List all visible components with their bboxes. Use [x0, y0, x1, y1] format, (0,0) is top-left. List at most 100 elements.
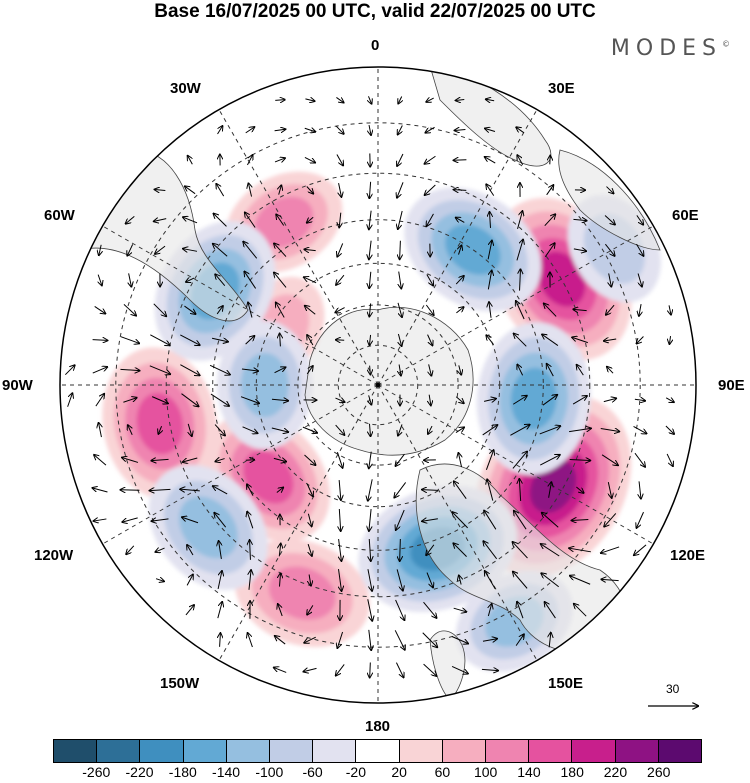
wind-arrow — [127, 244, 134, 255]
wind-arrow — [309, 574, 311, 585]
lon-label-120e: 120E — [670, 547, 706, 564]
wind-arrow — [209, 364, 230, 374]
colorbar-tick: -260 — [82, 764, 111, 780]
wind-arrow — [181, 393, 199, 407]
wind-arrow — [516, 301, 525, 320]
wind-arrow — [369, 395, 372, 404]
meridian-line — [218, 109, 379, 386]
wind-arrow — [569, 428, 591, 431]
wind-arrow — [541, 544, 560, 557]
wind-arrow — [573, 249, 586, 251]
colorbar-ticks: -260 -220 -180 -140 -100 -60 -20 20 60 100 140 180 2… — [53, 764, 702, 782]
lon-label-60e: 60E — [672, 207, 699, 224]
wind-arrow — [512, 396, 527, 405]
latitude-circle — [212, 219, 544, 551]
wind-arrow — [634, 399, 645, 401]
wind-arrow — [182, 517, 199, 524]
wind-arrow — [451, 665, 468, 673]
wind-arrow — [98, 274, 102, 286]
wind-arrow — [425, 184, 436, 195]
wind-arrow — [369, 538, 370, 561]
wind-arrow — [604, 243, 614, 256]
wind-arrow — [339, 212, 341, 228]
wind-arrow — [399, 271, 402, 289]
colorbar-cell — [399, 740, 443, 762]
wind-arrow — [369, 509, 371, 531]
wind-arrow — [455, 396, 464, 403]
wind-arrow — [510, 425, 529, 436]
latitude-circle — [337, 344, 419, 426]
colorbar-tick: -180 — [168, 764, 197, 780]
wind-arrow — [370, 662, 371, 678]
wind-arrow — [487, 241, 492, 260]
wind-vectors — [64, 96, 674, 678]
wind-arrow — [637, 273, 642, 286]
wind-arrow — [307, 605, 314, 614]
wind-arrow — [180, 489, 200, 491]
wind-arrow — [213, 486, 228, 495]
wind-arrow — [274, 129, 286, 131]
wind-arrow — [633, 426, 647, 433]
wind-arrow — [308, 513, 311, 527]
wind-arrow — [274, 158, 285, 162]
wind-arrow — [129, 273, 132, 286]
wind-arrow — [569, 548, 591, 553]
colorbar-tick: -100 — [255, 764, 284, 780]
wind-arrow — [512, 452, 527, 469]
wind-arrow — [339, 479, 341, 500]
wind-arrow — [516, 127, 525, 134]
anomaly-contour — [254, 196, 314, 248]
wind-arrow — [459, 576, 461, 585]
wind-arrow — [216, 184, 225, 197]
lon-label-150w: 150W — [160, 675, 200, 692]
wind-arrow — [337, 243, 344, 256]
wind-arrow — [425, 155, 436, 164]
wind-arrow — [423, 601, 437, 618]
lon-label-90w: 90W — [2, 377, 33, 394]
wind-arrow — [542, 513, 559, 528]
wind-arrow — [604, 339, 617, 341]
wind-arrow — [306, 366, 313, 375]
polar-map — [59, 66, 750, 735]
wind-arrow — [485, 128, 496, 131]
wind-arrow — [240, 396, 259, 404]
wind-arrow — [274, 273, 287, 288]
wind-arrow — [369, 334, 370, 345]
colorbar-cell — [615, 740, 659, 762]
colorbar-cell — [356, 740, 400, 762]
wind-arrow — [180, 364, 199, 376]
wind-arrow — [601, 546, 620, 553]
wind-arrow — [153, 303, 166, 316]
wind-arrow — [126, 215, 135, 223]
wind-arrow — [395, 599, 405, 620]
wind-arrow — [482, 425, 498, 436]
wind-arrow — [451, 636, 468, 643]
graticule — [60, 67, 696, 703]
wind-arrow — [455, 427, 464, 434]
wind-arrow — [336, 154, 343, 166]
wind-arrow — [426, 98, 434, 102]
wind-arrow — [369, 303, 370, 316]
wind-arrow — [541, 573, 560, 588]
wind-arrow — [488, 604, 491, 617]
wind-arrow — [95, 394, 104, 407]
wind-arrow — [487, 479, 494, 501]
wind-arrow — [335, 125, 343, 134]
wind-arrow — [242, 426, 258, 433]
wind-arrow — [184, 305, 195, 314]
wind-arrow — [369, 240, 371, 260]
wind-arrow — [516, 240, 523, 261]
wind-arrow — [456, 307, 463, 314]
wind-arrow — [666, 453, 673, 466]
wind-arrow — [123, 304, 136, 315]
wind-arrow — [274, 668, 287, 673]
wind-arrow — [243, 242, 258, 259]
wind-arrow — [486, 99, 495, 100]
wind-arrow — [606, 304, 615, 315]
wind-arrow — [92, 340, 108, 341]
wind-arrow — [305, 99, 314, 101]
wind-arrow — [339, 539, 342, 561]
wind-arrow — [154, 219, 167, 222]
wind-arrow — [126, 545, 135, 554]
wind-arrow — [426, 544, 435, 555]
